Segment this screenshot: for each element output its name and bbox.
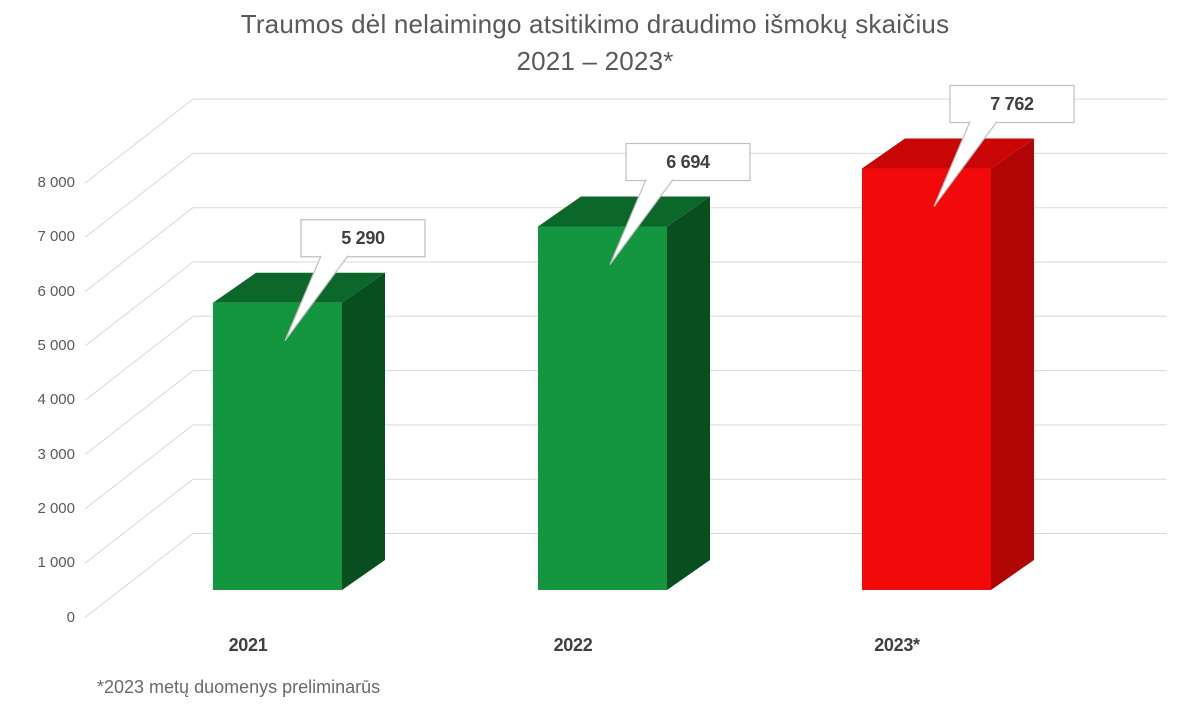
x-axis-category-label: 2023*: [874, 635, 920, 655]
gridline-diagonal: [84, 370, 194, 455]
y-axis-tick-label: 7 000: [37, 228, 75, 246]
x-axis-category-label: 2022: [553, 635, 593, 655]
data-label-callout-box-2021: [300, 219, 426, 258]
gridline-diagonal: [84, 424, 194, 510]
y-axis-tick-label: 2 000: [37, 499, 75, 517]
bar-side-face-2021: [342, 272, 385, 590]
bar-front-face-2023*: [862, 168, 991, 590]
bar-top-face-2021: [213, 272, 385, 303]
data-label-2022: 6 694: [666, 151, 710, 172]
gridline-diagonal: [84, 315, 194, 401]
y-axis-tick-label: 3 000: [37, 445, 75, 463]
bar-front-face-2021: [213, 302, 342, 590]
chart-footnote: *2023 metų duomenys preliminarūs: [97, 677, 381, 697]
data-label-callout-tail-border-2023*: [933, 121, 998, 207]
gridline-diagonal: [84, 261, 194, 347]
data-label-callout-box-2022: [625, 142, 751, 182]
gridline-diagonal: [84, 153, 194, 238]
gridline-diagonal: [84, 478, 194, 564]
y-axis-tick-label: 8 000: [37, 174, 75, 192]
bar-top-face-2022: [538, 196, 710, 227]
gridline-diagonal: [84, 207, 194, 293]
y-axis-tick-label: 0: [66, 608, 75, 626]
x-axis-category-label: 2021: [228, 635, 268, 655]
data-label-callout-tail-border-2021: [284, 255, 349, 342]
bar-top-face-2023*: [862, 138, 1034, 169]
chart-title: Traumos dėl nelaimingo atsitikimo draudi…: [0, 6, 1190, 80]
y-axis-tick-label: 4 000: [37, 391, 75, 409]
data-label-callout-box-2023*: [949, 84, 1075, 124]
bar-side-face-2023*: [991, 138, 1034, 590]
y-axis-tick-label: 5 000: [37, 337, 75, 354]
gridline-diagonal: [84, 533, 194, 618]
bar-side-face-2022: [667, 196, 710, 590]
y-axis-tick-label: 1 000: [37, 554, 75, 572]
y-axis-tick-label: 6 000: [37, 282, 75, 300]
data-label-2021: 5 290: [341, 227, 385, 248]
chart-title-line1: Traumos dėl nelaimingo atsitikimo draudi…: [240, 9, 950, 39]
bar-front-face-2022: [538, 226, 667, 590]
data-label-2023*: 7 762: [990, 93, 1034, 114]
chart-title-line2: 2021 – 2023*: [516, 46, 674, 76]
data-label-callout-tail-border-2022: [609, 179, 674, 265]
gridline-diagonal: [84, 98, 194, 184]
